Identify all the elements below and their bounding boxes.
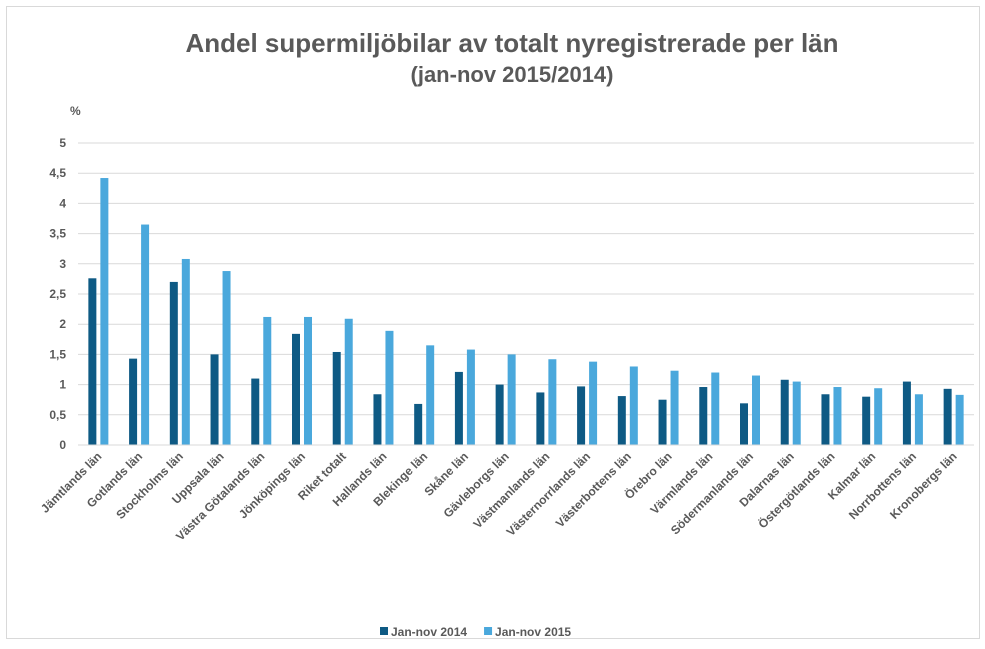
legend-swatch (484, 627, 493, 635)
legend-label: Jan-nov 2014 (391, 625, 467, 639)
bar (740, 403, 748, 445)
bar (833, 387, 842, 445)
bar (210, 354, 219, 445)
bar (454, 371, 463, 445)
legend-label: Jan-nov 2015 (495, 625, 571, 639)
bar (181, 258, 190, 445)
bar (589, 361, 598, 445)
bar (862, 396, 871, 445)
bar (426, 345, 435, 445)
y-tick-label: 4,5 (49, 166, 66, 180)
bar (711, 372, 720, 445)
bar (943, 388, 952, 445)
bar (495, 384, 504, 445)
chart-border (6, 6, 980, 639)
y-axis-label: % (70, 104, 81, 118)
y-tick-label: 4 (59, 196, 66, 210)
bar (955, 394, 964, 445)
bar (263, 316, 272, 445)
legend-swatch (380, 627, 388, 635)
y-tick-label: 2,5 (49, 287, 66, 301)
y-tick-label: 3 (59, 257, 66, 271)
y-tick-label: 5 (59, 136, 66, 150)
y-tick-label: 1,5 (49, 347, 66, 361)
bar (385, 330, 394, 445)
bar (792, 381, 801, 445)
chart-title: Andel supermiljöbilar av totalt nyregist… (185, 28, 838, 58)
bar (577, 386, 586, 445)
bar (88, 278, 97, 445)
bar (548, 359, 557, 445)
bar (414, 403, 423, 445)
bar (304, 316, 312, 445)
y-tick-label: 2 (59, 317, 66, 331)
bar (699, 387, 708, 445)
bar (821, 394, 830, 445)
chart-subtitle: (jan-nov 2015/2014) (411, 62, 614, 87)
bar (914, 394, 923, 445)
y-tick-label: 0,5 (49, 408, 66, 422)
bar (332, 351, 341, 445)
y-tick-label: 1 (59, 378, 66, 392)
bar (466, 349, 475, 445)
bar (169, 281, 178, 445)
bar (141, 224, 150, 445)
bar (617, 396, 626, 445)
bar (780, 379, 789, 445)
bar (752, 375, 760, 445)
bar (251, 378, 260, 445)
bar (536, 392, 545, 445)
bar (902, 381, 911, 445)
bar (670, 370, 679, 445)
bar (874, 388, 883, 445)
bar (222, 271, 231, 445)
y-tick-label: 0 (59, 438, 66, 452)
y-tick-label: 3,5 (49, 227, 66, 241)
bar (373, 394, 382, 445)
bar (344, 318, 353, 445)
bar (129, 358, 138, 445)
bar (629, 366, 638, 445)
bar (507, 354, 516, 445)
bar (100, 178, 109, 446)
bar (658, 399, 667, 445)
bar (292, 333, 300, 445)
